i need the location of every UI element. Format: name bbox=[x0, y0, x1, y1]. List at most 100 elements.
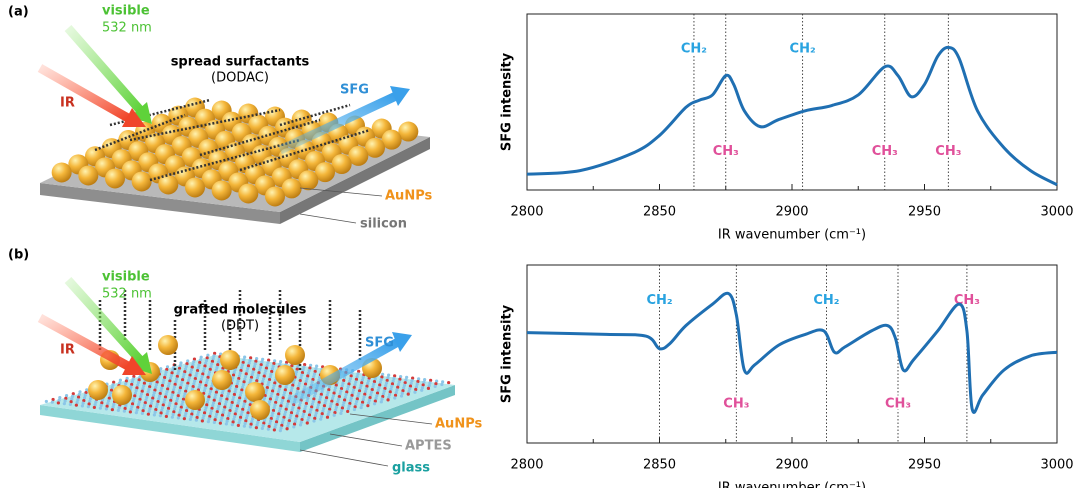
aptes-molecule bbox=[106, 401, 110, 406]
aptes-molecule bbox=[276, 390, 281, 394]
aptes-molecule bbox=[426, 386, 431, 390]
aptes-molecule bbox=[93, 403, 97, 407]
aptes-molecule bbox=[188, 373, 192, 377]
aptes-molecule bbox=[324, 396, 329, 400]
aptes-molecule bbox=[328, 407, 332, 411]
aptes-molecule bbox=[210, 406, 214, 410]
aptes-molecule bbox=[298, 401, 303, 405]
particles-label: AuNPs bbox=[385, 189, 432, 204]
aptes-molecule bbox=[199, 377, 203, 381]
aptes-molecule bbox=[205, 356, 209, 360]
aptes-molecule bbox=[270, 414, 274, 418]
aptes-molecule bbox=[314, 411, 318, 415]
aptes-molecule bbox=[239, 368, 243, 373]
aptes-molecule bbox=[333, 411, 337, 415]
aptes-molecule bbox=[306, 371, 311, 375]
aptes-molecule bbox=[305, 421, 309, 425]
aptes-molecule bbox=[56, 401, 60, 405]
aptes-molecule bbox=[341, 403, 345, 407]
aptes-molecule bbox=[212, 354, 216, 358]
aptes-molecule bbox=[373, 377, 377, 381]
aptes-molecule bbox=[179, 361, 183, 365]
aptes-molecule bbox=[241, 360, 245, 365]
aptes-molecule bbox=[154, 407, 158, 412]
aptes-molecule bbox=[142, 384, 146, 388]
aptes-molecule bbox=[177, 369, 181, 373]
aptes-molecule bbox=[282, 415, 286, 419]
nanoparticle bbox=[51, 162, 72, 183]
aptes-molecule bbox=[64, 396, 68, 400]
nanoparticle bbox=[238, 183, 259, 204]
aptes-molecule bbox=[281, 396, 285, 400]
aptes-molecule bbox=[162, 400, 166, 404]
aptes-molecule bbox=[201, 372, 205, 376]
aptes-molecule bbox=[333, 388, 337, 393]
aptes-molecule bbox=[372, 380, 377, 384]
aptes-molecule bbox=[123, 406, 127, 411]
aptes-molecule bbox=[168, 401, 172, 405]
ir-label: IR bbox=[60, 343, 75, 358]
aptes-molecule bbox=[303, 407, 307, 411]
aptes-molecule bbox=[175, 374, 179, 378]
aptes-molecule bbox=[402, 386, 406, 390]
aptes-molecule bbox=[238, 393, 243, 397]
aptes-molecule bbox=[142, 381, 147, 385]
surfactant-chain bbox=[149, 138, 301, 182]
aptes-molecule bbox=[138, 397, 142, 401]
aptes-molecule bbox=[295, 389, 299, 393]
aptes-molecule bbox=[169, 398, 173, 402]
aptes-molecule bbox=[240, 410, 244, 414]
aptes-molecule bbox=[366, 401, 371, 405]
aptes-molecule bbox=[359, 383, 363, 388]
aptes-molecule bbox=[174, 380, 178, 384]
aptes-molecule bbox=[289, 413, 293, 417]
aptes-molecule bbox=[339, 386, 344, 391]
aptes-molecule bbox=[243, 355, 247, 359]
aptes-molecule bbox=[277, 409, 282, 413]
aptes-molecule bbox=[371, 385, 375, 389]
aptes-molecule bbox=[237, 374, 242, 378]
annotation-label: CH₃ bbox=[935, 144, 961, 159]
aptes-molecule bbox=[248, 425, 252, 429]
surfactant-chain bbox=[199, 118, 321, 157]
aptes-molecule bbox=[160, 408, 164, 412]
aptes-molecule bbox=[215, 410, 219, 414]
aptes-molecule bbox=[219, 396, 223, 400]
aptes-molecule bbox=[141, 387, 145, 391]
aptes-molecule bbox=[275, 395, 279, 399]
aptes-molecule bbox=[218, 399, 222, 403]
aptes-molecule bbox=[289, 388, 293, 393]
particles-label: AuNPs bbox=[435, 417, 482, 432]
x-tick-label: 2900 bbox=[775, 205, 808, 220]
nanoparticle bbox=[348, 145, 369, 166]
aptes-molecule bbox=[250, 373, 254, 377]
aptes-molecule bbox=[202, 413, 206, 418]
aptes-molecule bbox=[221, 410, 225, 415]
aptes-molecule bbox=[388, 390, 392, 394]
aptes-molecule bbox=[63, 399, 67, 403]
aptes-molecule bbox=[304, 401, 309, 406]
aptes-molecule bbox=[334, 408, 338, 412]
nanoparticle bbox=[245, 382, 265, 402]
aptes-molecule bbox=[261, 377, 266, 381]
aptes-molecule bbox=[243, 399, 247, 403]
aptes-molecule bbox=[258, 368, 262, 372]
aptes-molecule bbox=[76, 398, 80, 402]
aptes-molecule bbox=[338, 392, 342, 396]
aptes-molecule bbox=[213, 418, 217, 422]
aptes-molecule bbox=[215, 365, 219, 370]
aptes-molecule bbox=[217, 402, 222, 406]
aptes-molecule bbox=[351, 391, 355, 395]
aptes-molecule bbox=[232, 392, 237, 397]
aptes-molecule bbox=[265, 385, 269, 390]
sfg-label: SFG bbox=[340, 83, 369, 98]
aptes-molecule bbox=[261, 357, 265, 361]
aptes-molecule bbox=[168, 379, 172, 383]
aptes-molecule bbox=[210, 362, 214, 366]
aptes-molecule bbox=[165, 412, 169, 416]
aptes-molecule bbox=[208, 367, 212, 371]
aptes-molecule bbox=[183, 414, 187, 418]
aptes-molecule bbox=[334, 405, 339, 409]
aptes-molecule bbox=[334, 383, 338, 387]
aptes-molecule bbox=[360, 403, 364, 407]
